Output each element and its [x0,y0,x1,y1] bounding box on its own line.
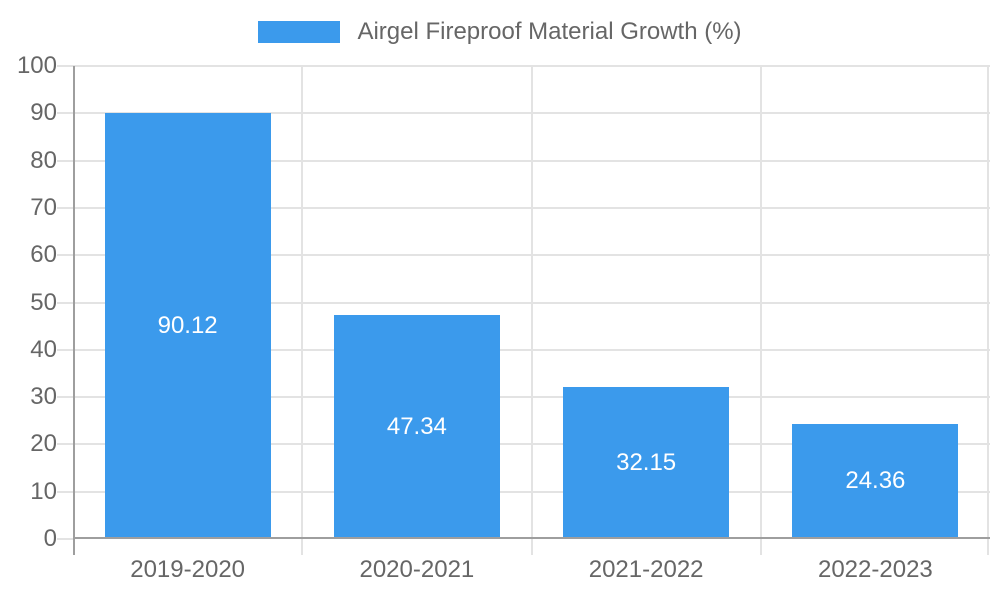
bar-2022-2023[interactable]: 24.36 [792,423,959,539]
gridline-x-boundary-3 [759,66,762,539]
bar-value-label-2020-2021: 47.34 [386,413,447,441]
xtick-label-2022-2023: 2022-2023 [817,556,933,583]
ytick-label-70: 70 [30,193,57,221]
xtick-mark-3 [759,539,762,555]
gridline-x-boundary-1 [301,66,304,539]
bar-2020-2021[interactable]: 47.34 [333,315,500,539]
ytick-mark-30 [57,396,73,399]
legend-swatch [258,21,341,43]
xtick-mark-1 [301,539,304,555]
ytick-mark-20 [57,443,73,446]
ytick-mark-90 [57,112,73,115]
x-axis-line [73,537,990,539]
ytick-label-80: 80 [30,146,57,174]
bar-value-label-2022-2023: 24.36 [845,467,906,495]
ytick-mark-50 [57,301,73,304]
xtick-label-2019-2020: 2019-2020 [130,556,246,583]
bar-2021-2022[interactable]: 32.15 [563,386,730,539]
ytick-label-50: 50 [30,288,57,316]
gridline-x-boundary-2 [530,66,533,539]
ytick-label-90: 90 [30,99,57,127]
ytick-mark-80 [57,159,73,162]
xtick-mark-2 [530,539,533,555]
ytick-label-30: 30 [30,383,57,411]
xtick-mark-4 [987,539,989,555]
ytick-mark-70 [57,206,73,209]
ytick-label-10: 10 [30,477,57,505]
ytick-label-20: 20 [30,430,57,458]
legend-label: Airgel Fireproof Material Growth (%) [357,18,742,45]
xtick-label-2020-2021: 2020-2021 [359,556,475,583]
bar-value-label-2021-2022: 32.15 [616,448,677,476]
ytick-mark-40 [57,348,73,351]
xtick-label-2021-2022: 2021-2022 [588,556,704,583]
ytick-label-40: 40 [30,335,57,363]
bar-value-label-2019-2020: 90.12 [157,311,218,339]
plot-area: 0 10 20 30 40 50 60 70 80 90 100 90.12 2019-2020 47.3… [17,52,990,583]
legend[interactable]: Airgel Fireproof Material Growth (%) [0,17,1000,47]
ytick-mark-0 [57,538,73,540]
ytick-mark-60 [57,254,73,257]
ytick-mark-100 [57,65,73,67]
ytick-label-0: 0 [43,525,57,552]
bar-2019-2020[interactable]: 90.12 [104,112,271,539]
ytick-mark-10 [57,490,73,493]
ytick-label-100: 100 [16,52,57,79]
y-axis-line [73,66,75,555]
ytick-label-60: 60 [30,241,57,269]
gridline-x-boundary-4 [987,66,989,539]
